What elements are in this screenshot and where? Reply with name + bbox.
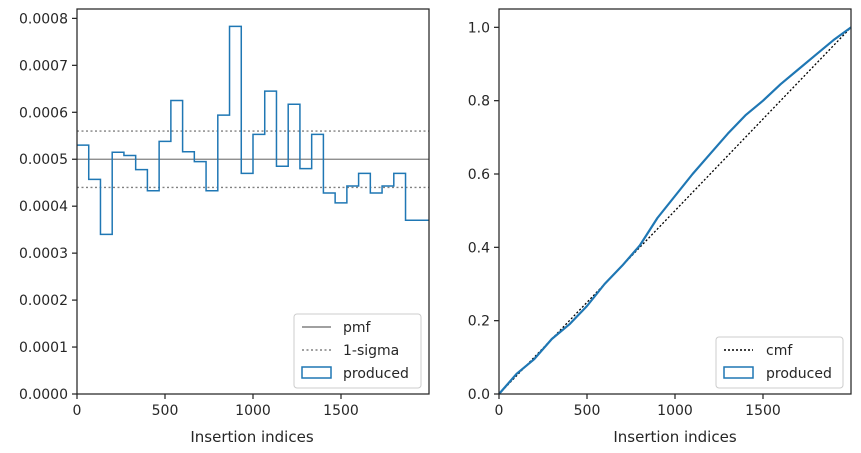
- legend-produced-label: produced: [343, 366, 409, 382]
- left-y-tick-label: 0.0003: [19, 246, 68, 262]
- legend-produced-swatch: [301, 366, 332, 379]
- left-x-tick-label: 1500: [323, 403, 359, 419]
- left-y-tick-label: 0.0005: [19, 152, 68, 168]
- left-y-tick-label: 0.0007: [19, 58, 68, 74]
- right-axes: 0 500 1000 1500 0.0 0.2 0.4 0.6 0.8 1.0: [468, 8, 852, 419]
- left-plot-area: [77, 25, 429, 236]
- right-x-tick-label: 1500: [745, 403, 781, 419]
- left-y-tick-label: 0.0006: [19, 105, 68, 121]
- left-x-tick-label: 500: [152, 403, 179, 419]
- left-x-axis-label: Insertion indices: [190, 428, 313, 446]
- left-y-tick-label: 0.0004: [19, 199, 68, 215]
- left-axes: 0 500 1000 1500 0.0000 0.0001 0.0002 0.0003 0.00…: [19, 8, 430, 419]
- legend-pmf-label: pmf: [343, 320, 372, 336]
- left-y-tick-label: 0.0000: [19, 387, 68, 403]
- left-legend: pmf 1-sigma produced: [293, 313, 422, 389]
- legend-produced-label-right: produced: [766, 366, 832, 382]
- right-x-tick-label: 0: [495, 403, 504, 419]
- legend-cmf-label: cmf: [766, 343, 793, 359]
- cmf-panel: 0 500 1000 1500 0.0 0.2 0.4 0.6 0.8 1.0 Insertion…: [468, 8, 852, 446]
- right-y-tick-label: 0.4: [468, 240, 490, 256]
- left-y-tick-label: 0.0002: [19, 293, 68, 309]
- right-legend: cmf produced: [715, 336, 844, 389]
- right-y-tick-label: 0.6: [468, 167, 490, 183]
- left-y-tick-label: 0.0001: [19, 340, 68, 356]
- left-x-tick-label: 1000: [235, 403, 271, 419]
- legend-produced-swatch-right: [723, 366, 754, 379]
- left-y-tick-label: 0.0008: [19, 11, 68, 27]
- pmf-histogram-panel: 0 500 1000 1500 0.0000 0.0001 0.0002 0.0003 0.00…: [19, 8, 430, 446]
- right-y-tick-label: 0.2: [468, 314, 490, 330]
- produced-step-histogram: [77, 25, 429, 236]
- left-x-tick-label: 0: [73, 403, 82, 419]
- right-plot-area: [498, 26, 852, 395]
- right-x-axis-label: Insertion indices: [613, 428, 736, 446]
- legend-sigma-label: 1-sigma: [343, 343, 399, 359]
- right-y-tick-label: 0.0: [468, 387, 490, 403]
- right-y-tick-label: 0.8: [468, 94, 490, 110]
- right-y-tick-label: 1.0: [468, 20, 490, 36]
- right-x-tick-label: 500: [574, 403, 601, 419]
- right-axes-frame: [498, 8, 852, 395]
- produced-cumulative-line: [498, 26, 852, 395]
- right-x-tick-label: 1000: [657, 403, 693, 419]
